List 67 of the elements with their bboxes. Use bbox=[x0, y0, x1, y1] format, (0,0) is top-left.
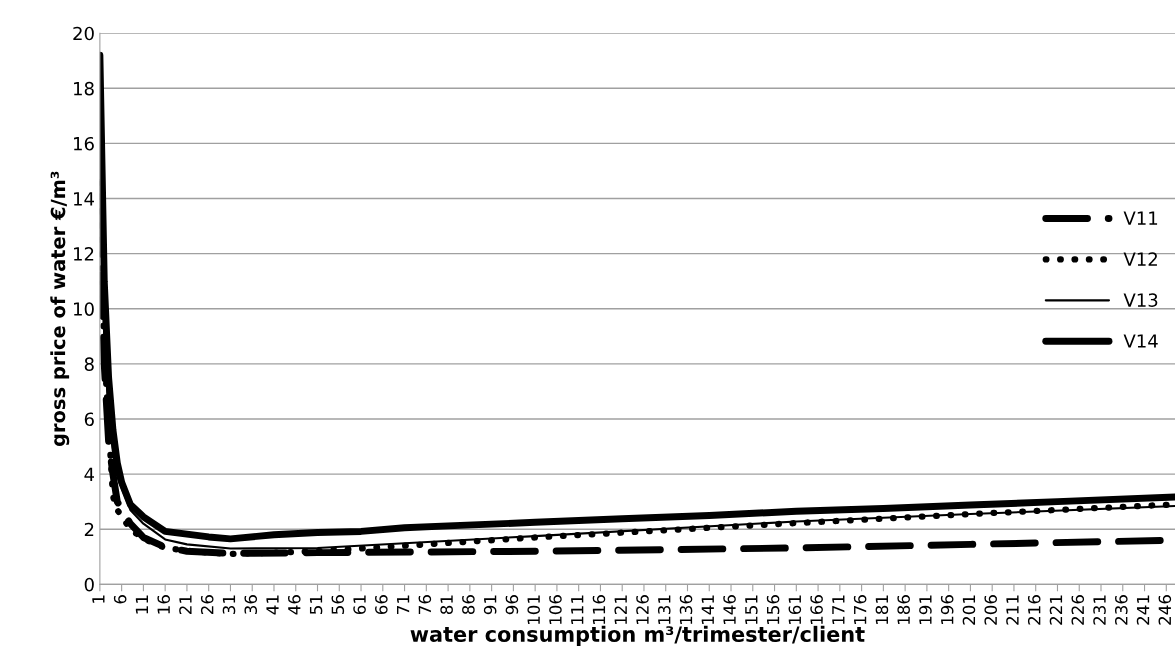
x-tick-label: 91 bbox=[483, 595, 497, 615]
x-tick-label: 161 bbox=[788, 595, 802, 625]
x-tick-label: 191 bbox=[919, 595, 932, 625]
x-tick-label: 121 bbox=[614, 595, 627, 625]
x-tick-label: 246 bbox=[1158, 595, 1172, 625]
x-tick-label: 56 bbox=[331, 595, 345, 614]
x-tick-label: 6 bbox=[113, 595, 127, 604]
x-tick-label: 106 bbox=[549, 595, 562, 625]
x-tick-label: 206 bbox=[984, 595, 998, 625]
x-tick-label: 86 bbox=[462, 595, 475, 615]
x-tick-label: 41 bbox=[266, 595, 279, 615]
legend-label: V14 bbox=[1123, 334, 1158, 348]
x-tick-label: 101 bbox=[527, 595, 540, 625]
x-tick-label: 131 bbox=[657, 595, 671, 625]
x-tick-label: 171 bbox=[832, 595, 845, 625]
y-tick-label: 12 bbox=[74, 247, 94, 261]
x-tick-label: 51 bbox=[309, 595, 323, 614]
x-tick-label: 226 bbox=[1071, 595, 1085, 625]
x-tick-label: 36 bbox=[244, 595, 258, 614]
legend-label: V12 bbox=[1123, 252, 1157, 266]
x-tick-label: 241 bbox=[1136, 595, 1150, 625]
x-tick-label: 71 bbox=[397, 595, 410, 614]
x-tick-label: 26 bbox=[200, 595, 214, 615]
x-tick-label: 196 bbox=[940, 595, 954, 625]
x-tick-label: 186 bbox=[897, 595, 910, 625]
y-tick-label: 8 bbox=[84, 357, 94, 371]
x-tick-label: 111 bbox=[571, 595, 584, 625]
x-tick-label: 156 bbox=[766, 595, 780, 625]
x-tick-label: 76 bbox=[418, 595, 432, 614]
y-tick-label: 4 bbox=[84, 467, 94, 481]
x-tick-label: 96 bbox=[505, 595, 519, 615]
y-tick-label: 18 bbox=[74, 81, 94, 96]
x-tick-label: 166 bbox=[810, 595, 823, 625]
x-tick-label: 181 bbox=[875, 595, 889, 625]
x-tick-label: 176 bbox=[853, 595, 867, 625]
x-tick-label: 126 bbox=[636, 595, 649, 625]
x-tick-label: 16 bbox=[157, 595, 170, 614]
x-tick-label: 216 bbox=[1027, 595, 1041, 625]
x-tick-label: 61 bbox=[353, 595, 366, 615]
x-tick-label: 151 bbox=[745, 595, 758, 625]
x-tick-label: 21 bbox=[179, 595, 192, 615]
x-tick-label: 116 bbox=[592, 595, 606, 625]
y-tick-label: 16 bbox=[74, 136, 94, 151]
x-tick-label: 66 bbox=[375, 595, 388, 615]
y-tick-label: 10 bbox=[74, 302, 94, 316]
x-tick-label: 236 bbox=[1115, 595, 1128, 625]
y-tick-label: 14 bbox=[74, 192, 94, 206]
x-tick-label: 211 bbox=[1006, 595, 1019, 625]
y-tick-label: 2 bbox=[84, 522, 94, 537]
x-tick-label: 1 bbox=[92, 595, 105, 603]
x-tick-label: 141 bbox=[701, 595, 714, 625]
x-tick-label: 136 bbox=[679, 595, 693, 625]
y-tick-label: 6 bbox=[84, 412, 94, 427]
legend-label: V11 bbox=[1123, 211, 1158, 225]
x-tick-label: 201 bbox=[962, 595, 976, 625]
y-tick-label: 0 bbox=[84, 577, 94, 592]
x-tick-label: 46 bbox=[287, 595, 301, 615]
x-tick-label: 231 bbox=[1093, 595, 1106, 625]
x-tick-label: 81 bbox=[440, 595, 453, 615]
x-tick-label: 11 bbox=[135, 595, 148, 614]
x-tick-label: 146 bbox=[723, 595, 736, 625]
x-tick-label: 31 bbox=[222, 595, 236, 614]
y-tick-label: 20 bbox=[73, 26, 94, 41]
x-axis-title: water consumption m³/trimester/client bbox=[410, 625, 865, 647]
x-tick-label: 221 bbox=[1049, 595, 1063, 625]
legend-label: V13 bbox=[1123, 293, 1158, 307]
y-axis-title: gross price of water €/m³ bbox=[50, 171, 70, 447]
